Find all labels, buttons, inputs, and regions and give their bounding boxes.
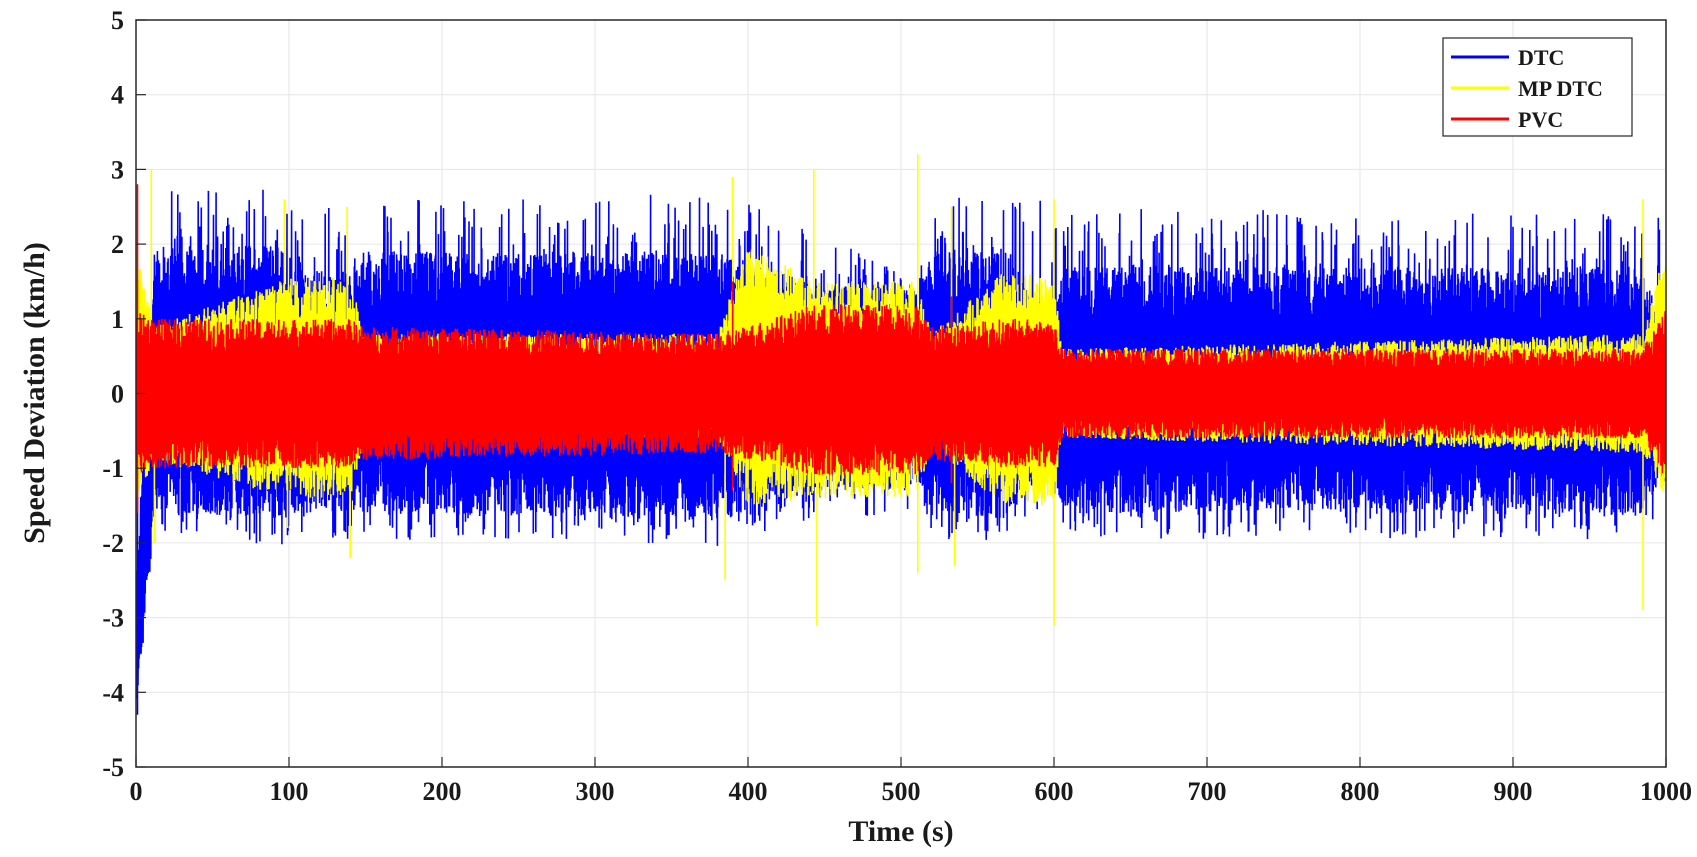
y-tick-label: 1 <box>111 305 124 334</box>
x-tick-label: 600 <box>1035 777 1074 806</box>
y-tick-label: -5 <box>102 753 124 782</box>
y-tick-label: 3 <box>111 155 124 184</box>
x-tick-label: 800 <box>1341 777 1380 806</box>
y-tick-label: 4 <box>111 81 124 110</box>
x-tick-label: 200 <box>423 777 462 806</box>
x-tick-label: 300 <box>576 777 615 806</box>
y-axis-label: Speed Deviation (km/h) <box>18 242 51 544</box>
x-tick-label: 100 <box>270 777 309 806</box>
x-tick-label: 0 <box>130 777 143 806</box>
y-tick-label: -1 <box>102 454 124 483</box>
axis-ticks: 0 100 200 300 400 500 600 700 800 900 1000 5 4 3 2 1 0 -1… <box>102 6 1692 806</box>
y-tick-label: -2 <box>102 529 124 558</box>
y-tick-label: 0 <box>111 380 124 409</box>
y-tick-label: 2 <box>111 230 124 259</box>
series-layer <box>136 154 1666 715</box>
legend: DTC MP DTC PVC <box>1442 37 1633 137</box>
series-line-pvc <box>136 184 1666 513</box>
x-tick-label: 700 <box>1188 777 1227 806</box>
x-tick-label: 900 <box>1494 777 1533 806</box>
x-tick-label: 500 <box>882 777 921 806</box>
x-tick-label: 1000 <box>1640 777 1692 806</box>
y-tick-label: -3 <box>102 604 124 633</box>
legend-label-dtc: DTC <box>1518 45 1564 70</box>
y-tick-label: -4 <box>102 678 124 707</box>
legend-label-mp-dtc: MP DTC <box>1518 76 1603 101</box>
x-axis-label: Time (s) <box>848 815 953 848</box>
legend-label-pvc: PVC <box>1518 107 1563 132</box>
x-tick-label: 400 <box>729 777 768 806</box>
y-tick-label: 5 <box>111 6 124 35</box>
